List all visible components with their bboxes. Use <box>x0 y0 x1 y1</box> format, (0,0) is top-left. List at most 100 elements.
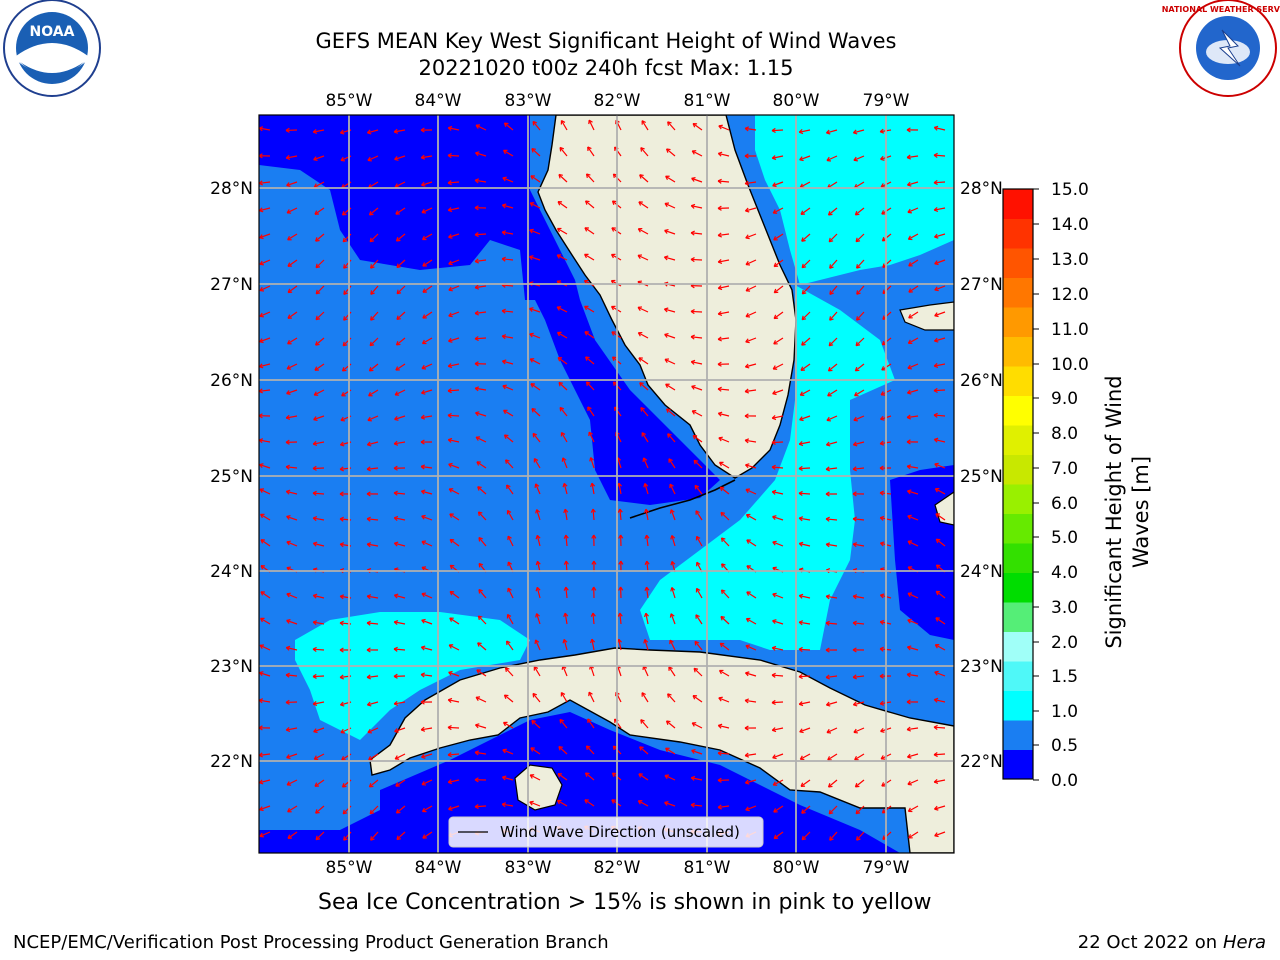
wave-arrow <box>421 337 433 345</box>
wave-arrow <box>934 311 946 318</box>
wave-arrow <box>744 752 757 758</box>
wave-arrow <box>447 388 460 394</box>
wave-arrow <box>908 285 919 293</box>
wave-arrow <box>692 694 703 703</box>
wave-arrow <box>530 175 541 183</box>
wave-arrow <box>643 612 649 625</box>
wave-arrow <box>744 413 757 419</box>
wave-arrow <box>798 620 811 626</box>
wave-arrow <box>800 207 811 215</box>
wave-arrow <box>691 384 703 391</box>
wave-arrow <box>259 698 271 704</box>
colorbar-segment <box>1003 336 1033 367</box>
wave-arrow <box>772 363 784 370</box>
wave-arrow <box>584 253 595 261</box>
wave-arrow <box>474 361 487 367</box>
wave-arrow <box>906 645 919 651</box>
wave-arrow <box>477 642 487 651</box>
legend-text: Wind Wave Direction (unscaled) <box>500 823 740 841</box>
wave-arrow <box>744 207 757 213</box>
wave-arrow <box>590 482 596 495</box>
wave-arrow <box>285 699 298 705</box>
wave-arrow <box>259 463 271 469</box>
wave-arrow <box>798 701 811 707</box>
colorbar-tick-label: 15.0 <box>1051 180 1089 200</box>
wave-arrow <box>367 155 379 162</box>
wave-arrow <box>695 510 703 521</box>
lon-label: 83°W <box>505 91 552 111</box>
wave-arrow <box>421 618 433 625</box>
wave-arrow <box>587 406 595 417</box>
wave-arrow <box>285 439 298 445</box>
wave-arrow <box>421 540 433 547</box>
wave-arrow <box>421 363 433 370</box>
wave-arrow <box>556 306 568 313</box>
noaa-logo-text: NOAA <box>30 24 75 40</box>
wave-arrow <box>669 509 676 521</box>
wave-arrow <box>906 464 919 470</box>
wave-arrow <box>934 805 946 811</box>
wave-arrow <box>314 207 325 215</box>
wave-arrow <box>396 831 406 841</box>
lat-label: 28°N <box>210 179 253 199</box>
lat-label: 25°N <box>210 467 253 487</box>
wave-arrow <box>852 491 865 497</box>
wave-arrow <box>825 466 838 472</box>
wave-arrow <box>422 259 433 267</box>
wave-arrow <box>825 516 838 522</box>
wave-arrow <box>532 692 541 703</box>
wave-arrow <box>933 387 946 394</box>
wave-arrow <box>560 431 568 443</box>
wave-arrow <box>558 173 568 183</box>
wave-arrow <box>447 412 460 419</box>
wave-arrow <box>906 389 919 395</box>
lat-label: 23°N <box>210 657 253 677</box>
wave-arrow <box>827 389 838 397</box>
wave-arrow <box>366 594 379 600</box>
wave-arrow <box>366 620 379 626</box>
wave-arrow <box>669 483 676 495</box>
wave-arrow <box>644 534 650 547</box>
wave-arrow <box>933 206 946 213</box>
wave-arrow <box>393 128 406 134</box>
wave-arrow <box>259 388 271 394</box>
wave-arrow <box>474 284 487 290</box>
wave-arrow <box>474 803 487 810</box>
wave-arrow <box>530 747 541 755</box>
lat-label: 24°N <box>210 562 253 582</box>
wave-arrow <box>315 831 325 841</box>
wave-arrow <box>825 620 838 626</box>
wave-arrow <box>367 727 379 734</box>
wave-arrow <box>825 441 838 447</box>
wave-arrow <box>535 613 541 625</box>
wave-arrow <box>693 667 703 677</box>
wave-arrow <box>447 697 460 703</box>
wave-arrow <box>394 389 406 396</box>
wave-arrow <box>825 542 838 548</box>
wave-arrow <box>744 153 757 159</box>
wave-arrow <box>746 591 757 599</box>
wave-arrow <box>393 700 406 706</box>
lat-labels-right: 28°N 27°N 26°N 25°N 24°N 23°N 22°N <box>960 179 1003 772</box>
colorbar-segment <box>1003 602 1033 632</box>
sea-ice-note: Sea Ice Concentration > 15% is shown in … <box>318 890 932 915</box>
wave-arrow <box>799 155 811 162</box>
wave-arrow <box>718 436 730 443</box>
wave-arrow <box>529 332 541 339</box>
wave-arrow <box>312 440 325 446</box>
colorbar-segment <box>1003 366 1033 396</box>
wave-arrow <box>664 774 676 781</box>
colorbar-segment <box>1003 484 1033 514</box>
wave-arrow <box>745 671 757 677</box>
wave-arrow <box>448 462 460 469</box>
wave-arrow <box>907 363 919 370</box>
wave-arrow <box>474 386 487 392</box>
wave-arrow <box>637 331 649 339</box>
wave-arrow <box>852 542 865 548</box>
wave-arrow <box>692 434 703 443</box>
colorbar-tick-label: 4.0 <box>1051 563 1078 583</box>
wave-arrow <box>420 439 433 445</box>
wave-arrow <box>853 415 865 422</box>
wave-arrow <box>393 515 406 521</box>
wave-arrow <box>825 491 838 497</box>
